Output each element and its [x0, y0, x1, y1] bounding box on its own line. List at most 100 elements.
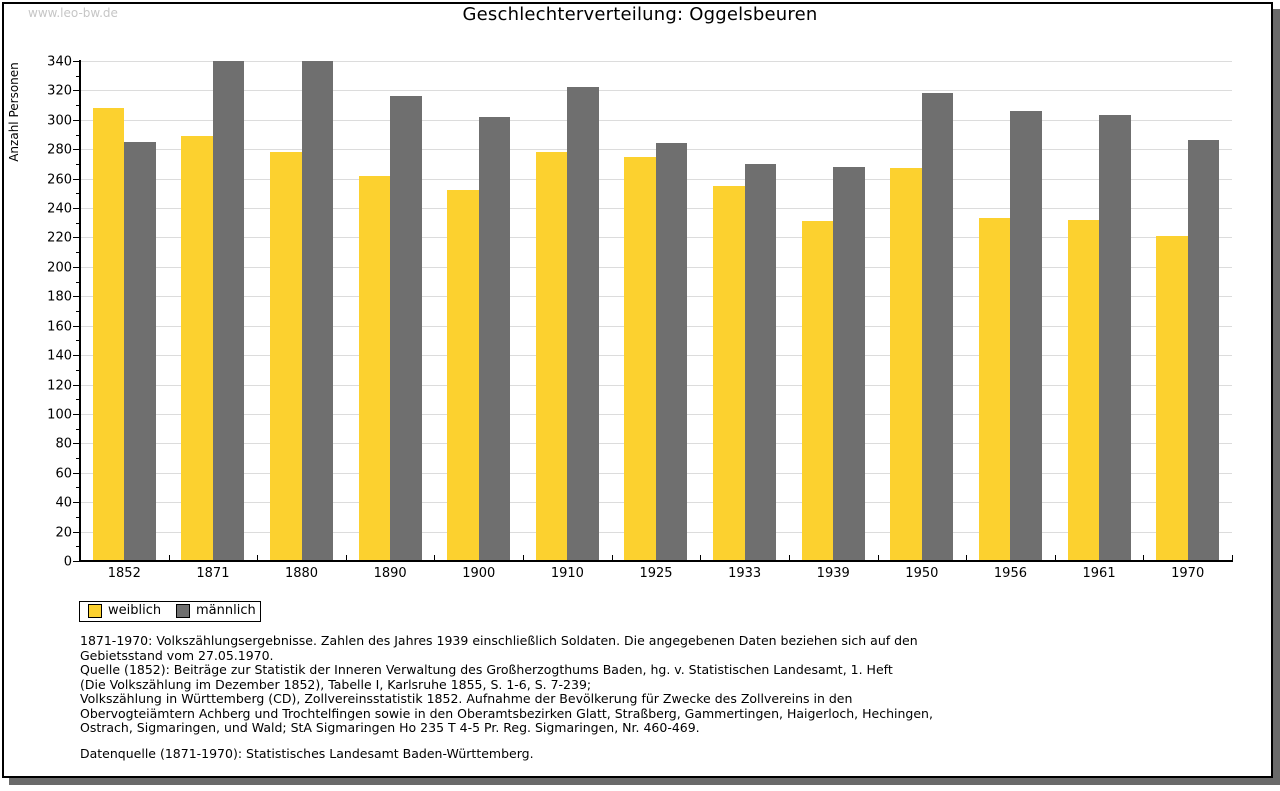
source-note-line: Quelle (1852): Beiträge zur Statistik de…	[80, 662, 893, 677]
bar-weiblich-1900	[447, 190, 479, 561]
y-minor-tick	[76, 370, 80, 371]
x-tick	[789, 555, 790, 561]
y-tick-label: 160	[47, 319, 72, 335]
legend-label-maennlich: männlich	[196, 603, 256, 618]
source-note-line: Gebietsstand vom 27.05.1970.	[80, 647, 274, 663]
y-minor-tick	[76, 458, 80, 459]
bar-maennlich-1956	[1010, 111, 1042, 561]
gridline	[81, 90, 1232, 91]
y-tick	[73, 532, 80, 533]
source-note-line: 1871-1970: Volkszählungsergebnisse. Zahl…	[80, 633, 918, 648]
y-tick	[73, 355, 80, 356]
y-minor-tick	[76, 546, 80, 547]
source-note: 1871-1970: Volkszählungsergebnisse. Zahl…	[80, 633, 933, 761]
y-tick-label: 120	[47, 378, 72, 394]
y-tick	[73, 90, 80, 91]
legend-swatch-maennlich	[176, 604, 190, 618]
y-tick	[73, 208, 80, 209]
bar-maennlich-1880	[302, 61, 333, 561]
bar-maennlich-1933	[745, 164, 776, 561]
x-tick	[169, 555, 170, 561]
legend: weiblich männlich	[79, 601, 261, 622]
y-tick	[73, 267, 80, 268]
x-tick	[612, 555, 613, 561]
watermark: www.leo-bw.de	[28, 6, 118, 20]
source-note-line: Obervogteiämtern Achberg und Trochtelfin…	[80, 705, 933, 721]
y-minor-tick	[76, 311, 80, 312]
bar-maennlich-1970	[1188, 140, 1219, 561]
bar-weiblich-1933	[713, 186, 745, 561]
y-minor-tick	[76, 487, 80, 488]
y-minor-tick	[76, 282, 80, 283]
chart-title: Geschlechterverteilung: Oggelsbeuren	[462, 4, 818, 25]
x-tick-label: 1871	[196, 566, 230, 581]
bar-weiblich-1925	[624, 157, 656, 561]
y-tick	[73, 326, 80, 327]
bar-weiblich-1890	[359, 176, 390, 561]
y-tick	[73, 473, 80, 474]
y-minor-tick	[76, 429, 80, 430]
y-tick-label: 320	[47, 83, 72, 99]
y-minor-tick	[76, 193, 80, 194]
y-tick-label: 240	[47, 201, 72, 217]
y-tick	[73, 120, 80, 121]
bar-maennlich-1900	[479, 117, 510, 561]
x-tick	[966, 555, 967, 561]
bar-weiblich-1970	[1156, 236, 1188, 561]
bar-maennlich-1925	[656, 143, 687, 561]
y-minor-tick	[76, 340, 80, 341]
source-note-line: Volkszählung in Württemberg (CD), Zollve…	[80, 691, 853, 706]
bar-weiblich-1871	[181, 136, 213, 561]
y-tick-label: 0	[63, 554, 72, 570]
x-tick-label: 1900	[462, 566, 496, 581]
bar-maennlich-1890	[390, 96, 422, 561]
y-axis	[79, 60, 81, 562]
x-tick	[257, 555, 258, 561]
bar-weiblich-1910	[536, 152, 567, 561]
legend-label-weiblich: weiblich	[108, 603, 162, 618]
y-tick-label: 40	[55, 495, 72, 511]
y-tick-label: 180	[47, 289, 72, 305]
x-axis	[79, 560, 1233, 562]
x-tick-label: 1910	[550, 566, 584, 581]
y-tick	[73, 179, 80, 180]
y-minor-tick	[76, 223, 80, 224]
source-note-line: Ostrach, Sigmaringen, und Wald; StA Sigm…	[80, 720, 700, 735]
y-tick	[73, 443, 80, 444]
x-tick-label: 1970	[1171, 566, 1205, 581]
y-tick-label: 300	[47, 113, 72, 129]
x-tick-label: 1933	[728, 566, 762, 581]
y-tick	[73, 561, 80, 562]
y-tick	[73, 385, 80, 386]
x-tick-label: 1925	[639, 566, 673, 581]
bar-maennlich-1910	[567, 87, 599, 561]
y-tick	[73, 502, 80, 503]
bar-weiblich-1939	[802, 221, 833, 561]
bar-weiblich-1956	[979, 218, 1010, 561]
x-tick	[1143, 555, 1144, 561]
x-tick-label: 1950	[905, 566, 939, 581]
datasource-note: Datenquelle (1871-1970): Statistisches L…	[80, 745, 534, 761]
bar-weiblich-1852	[93, 108, 124, 561]
x-tick	[700, 555, 701, 561]
x-tick-label: 1880	[284, 566, 319, 581]
y-tick-label: 200	[47, 260, 72, 276]
x-tick-label: 1956	[993, 566, 1027, 581]
y-tick-label: 60	[55, 466, 72, 482]
y-minor-tick	[76, 164, 80, 165]
bar-maennlich-1961	[1099, 115, 1131, 561]
source-note-line: (Die Volkszählung im Dezember 1852), Tab…	[80, 676, 592, 692]
x-tick	[878, 555, 879, 561]
y-tick	[73, 414, 80, 415]
y-minor-tick	[76, 399, 80, 400]
y-tick-label: 80	[55, 436, 72, 452]
y-tick-label: 100	[47, 407, 72, 423]
y-minor-tick	[76, 135, 80, 136]
bar-maennlich-1852	[124, 142, 156, 561]
x-tick-label: 1890	[373, 566, 407, 581]
y-tick-label: 260	[47, 172, 72, 188]
y-tick-label: 280	[47, 142, 72, 158]
bar-weiblich-1950	[890, 168, 922, 561]
bar-weiblich-1880	[270, 152, 302, 561]
